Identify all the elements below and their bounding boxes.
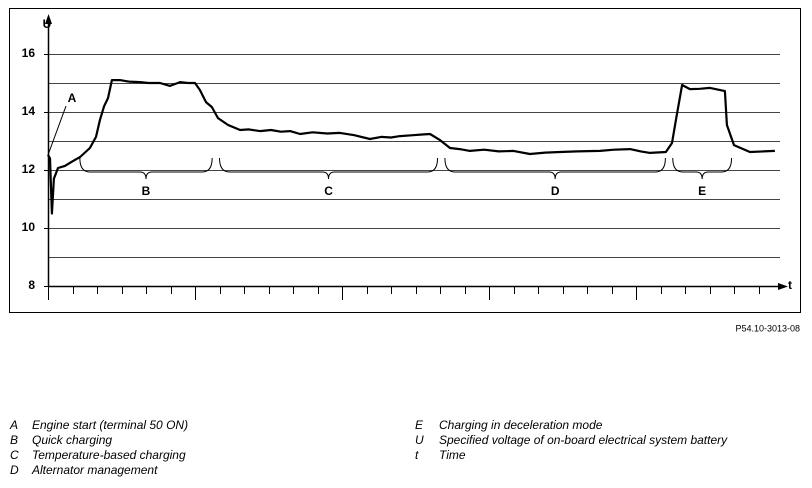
pointer-line [47, 105, 67, 156]
y-tick-label: 8 [28, 278, 35, 292]
key-text: Time [439, 448, 466, 462]
brace [672, 157, 733, 180]
key-letter: t [415, 448, 419, 462]
pointer-label: A [68, 91, 77, 105]
key-letter: U [415, 433, 424, 447]
key-letter: D [10, 463, 19, 477]
y-axis-arrow [45, 14, 52, 24]
key-text: Engine start (terminal 50 ON) [32, 418, 188, 432]
key-letter: E [415, 418, 424, 432]
brace [219, 157, 439, 180]
y-tick-label: 14 [22, 104, 36, 118]
key-text: Charging in deceleration mode [439, 418, 603, 432]
frame [9, 8, 801, 313]
figure-id: P54.10-3013-08 [735, 323, 800, 333]
key-text: Alternator management [31, 463, 158, 477]
key-letter: A [9, 418, 18, 432]
brace [444, 157, 666, 180]
brace-label: C [324, 184, 333, 198]
key-letter: C [10, 448, 19, 462]
y-axis-label: U [43, 17, 52, 31]
key-text: Quick charging [32, 433, 112, 447]
brace-label: B [142, 184, 151, 198]
x-axis-label: t [788, 278, 792, 292]
voltage-line [47, 79, 775, 215]
brace-label: E [698, 184, 706, 198]
y-tick-label: 12 [22, 162, 36, 176]
key-text: Specified voltage of on-board electrical… [439, 433, 728, 447]
key-text: Temperature-based charging [32, 448, 186, 462]
y-tick-label: 16 [22, 46, 36, 60]
key-letter: B [10, 433, 18, 447]
x-axis-arrow [778, 283, 788, 290]
brace-label: D [551, 184, 560, 198]
brace [79, 157, 213, 180]
y-tick-label: 10 [22, 220, 36, 234]
